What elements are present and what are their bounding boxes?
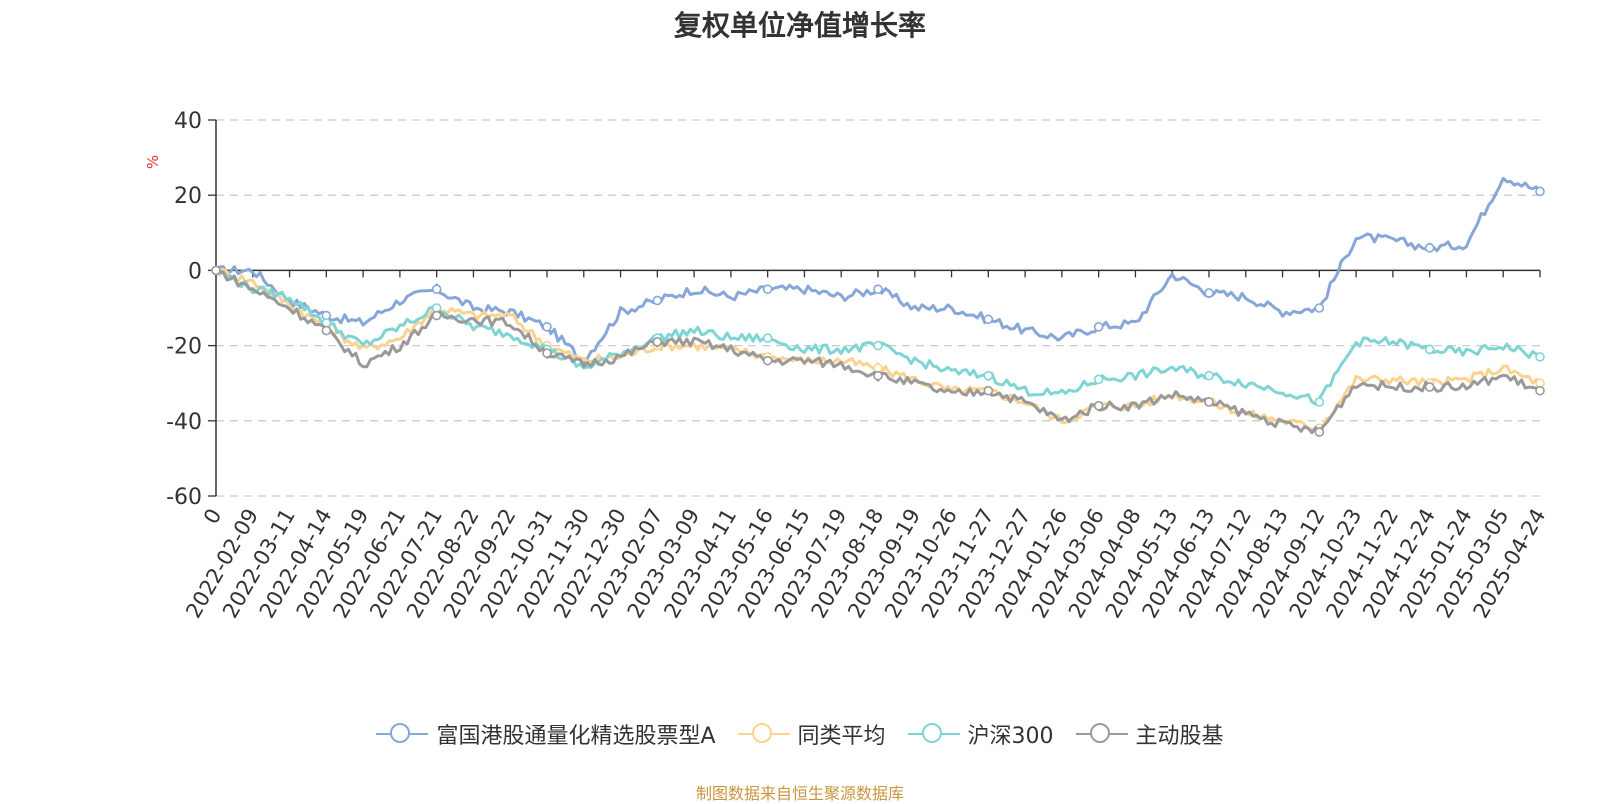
series-point xyxy=(431,310,442,321)
legend-label: 沪深300 xyxy=(967,724,1054,749)
series-point xyxy=(1093,374,1104,385)
legend-label: 富国港股通量化精选股票型A xyxy=(436,724,716,749)
series-point xyxy=(1314,397,1325,407)
y-tick-label: 20 xyxy=(174,184,202,209)
chart-title: 复权单位净值增长率 xyxy=(673,9,926,42)
legend-item[interactable]: 主动股基 xyxy=(1075,718,1224,750)
series-point xyxy=(321,325,332,336)
series-point xyxy=(1204,370,1214,381)
series-point xyxy=(983,314,994,325)
series-point xyxy=(542,348,552,358)
legend: 富国港股通量化精选股票型A 同类平均 沪深300 主动股基 xyxy=(0,718,1600,750)
series-point xyxy=(873,284,883,295)
y-tick-label: 40 xyxy=(174,109,202,134)
series-point xyxy=(652,337,663,347)
series-point xyxy=(1424,243,1435,253)
y-axis-unit: % xyxy=(144,155,162,169)
series-lines xyxy=(211,176,1545,437)
legend-swatch xyxy=(737,722,790,746)
legend-label: 主动股基 xyxy=(1135,724,1224,749)
series-point xyxy=(873,340,883,351)
series-point xyxy=(431,284,442,295)
series-point xyxy=(983,370,994,381)
y-tick-label: -60 xyxy=(166,485,202,510)
series-line xyxy=(215,268,1541,435)
legend-swatch xyxy=(907,722,960,746)
series-point xyxy=(1093,400,1104,411)
y-tick-label: 0 xyxy=(188,259,202,284)
series-point xyxy=(1424,344,1435,355)
series-point xyxy=(762,355,773,366)
source-note: 制图数据来自恒生聚源数据库 xyxy=(695,784,904,803)
grid-lines xyxy=(216,119,1540,497)
series-point xyxy=(762,333,773,343)
series-point xyxy=(211,265,221,276)
x-tick-label: 0 xyxy=(199,505,226,529)
x-axis: 02022-02-092022-03-112022-04-142022-05-1… xyxy=(181,269,1550,622)
series-point xyxy=(762,284,773,295)
series-point xyxy=(983,385,994,396)
series-point xyxy=(1093,321,1104,332)
line-chart: 40 20 0 -20 -40 -60 02022-02-092022-03-112022… xyxy=(144,109,1550,622)
legend-item[interactable]: 同类平均 xyxy=(737,718,886,750)
series-point xyxy=(873,370,883,381)
y-tick-label: -40 xyxy=(166,410,202,435)
series-point xyxy=(542,321,552,332)
series-point xyxy=(1204,397,1214,407)
series-point xyxy=(1314,303,1325,313)
y-tick-label: -20 xyxy=(166,335,202,360)
legend-item[interactable]: 富国港股通量化精选股票型A xyxy=(376,718,716,750)
series-point xyxy=(1535,186,1545,197)
series-point xyxy=(1314,427,1325,437)
legend-label: 同类平均 xyxy=(797,724,886,749)
series-point xyxy=(1424,382,1435,392)
series-point xyxy=(1535,352,1545,362)
series-point xyxy=(1535,385,1545,396)
legend-swatch xyxy=(376,722,429,746)
series-point xyxy=(1204,288,1214,298)
series-point xyxy=(652,295,663,306)
legend-swatch xyxy=(1075,722,1128,746)
y-axis: 40 20 0 -20 -40 -60 xyxy=(166,109,217,510)
legend-item[interactable]: 沪深300 xyxy=(907,718,1054,750)
